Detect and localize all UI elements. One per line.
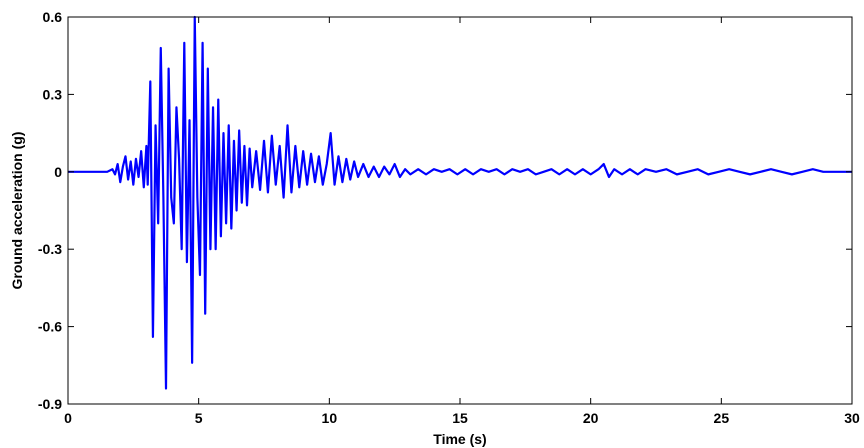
y-tick-label: 0.3 <box>43 86 63 102</box>
y-tick-label: -0.6 <box>38 319 62 335</box>
y-tick-label: 0.6 <box>43 9 63 25</box>
x-tick-label: 25 <box>714 410 730 426</box>
x-tick-label: 0 <box>64 410 72 426</box>
x-axis-label: Time (s) <box>433 431 486 447</box>
x-tick-label: 20 <box>583 410 599 426</box>
y-tick-label: 0 <box>54 164 62 180</box>
plot-area <box>68 15 852 390</box>
y-tick-label: -0.9 <box>38 396 62 412</box>
y-tick-label: -0.3 <box>38 241 62 257</box>
tick-labels: 0 5 10 15 20 25 30 -0.9 -0.6 -0.3 0 0.3 0.6 <box>38 9 860 426</box>
series-line-0 <box>68 15 852 390</box>
x-tick-label: 5 <box>195 410 203 426</box>
y-axis-label: Ground acceleration (g) <box>9 132 25 290</box>
x-tick-label: 30 <box>844 410 860 426</box>
x-tick-label: 15 <box>452 410 468 426</box>
x-tick-label: 10 <box>322 410 338 426</box>
axes-frame <box>67 16 853 405</box>
